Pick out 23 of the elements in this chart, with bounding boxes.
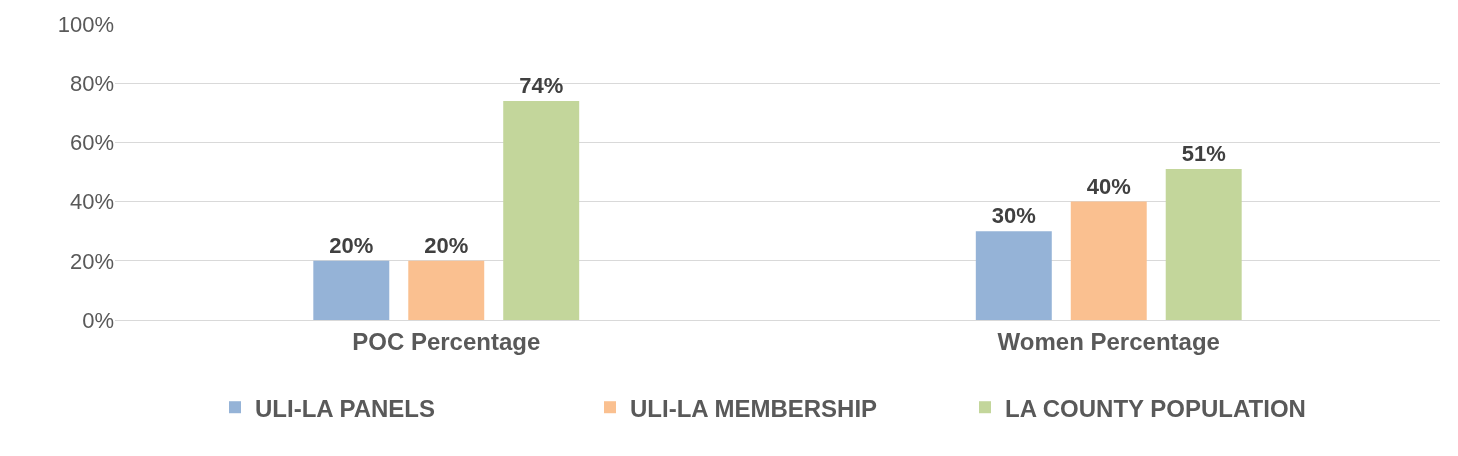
legend-label: LA COUNTY POPULATION bbox=[1005, 394, 1306, 422]
y-tick-label: 0% bbox=[82, 307, 114, 333]
bar bbox=[313, 260, 390, 320]
y-tick-label: 100% bbox=[57, 11, 114, 37]
x-tick-label: POC Percentage bbox=[352, 327, 541, 355]
legend-label: ULI-LA MEMBERSHIP bbox=[630, 394, 878, 422]
bar bbox=[408, 260, 485, 320]
legend-label: ULI-LA PANELS bbox=[255, 394, 435, 422]
y-tick-label: 60% bbox=[69, 130, 114, 156]
x-tick-label: Women Percentage bbox=[997, 327, 1220, 355]
bar bbox=[1165, 169, 1242, 320]
data-label: 20% bbox=[329, 232, 374, 258]
bar bbox=[1070, 201, 1147, 320]
data-label: 74% bbox=[519, 72, 564, 98]
bar bbox=[975, 231, 1052, 320]
y-tick-label: 40% bbox=[69, 189, 114, 215]
data-label: 51% bbox=[1181, 141, 1226, 167]
y-tick-label: 20% bbox=[69, 248, 114, 274]
bar bbox=[503, 100, 580, 320]
data-label: 20% bbox=[424, 232, 469, 258]
data-label: 30% bbox=[991, 203, 1036, 229]
data-label: 40% bbox=[1086, 173, 1131, 199]
y-tick-label: 80% bbox=[69, 70, 114, 96]
